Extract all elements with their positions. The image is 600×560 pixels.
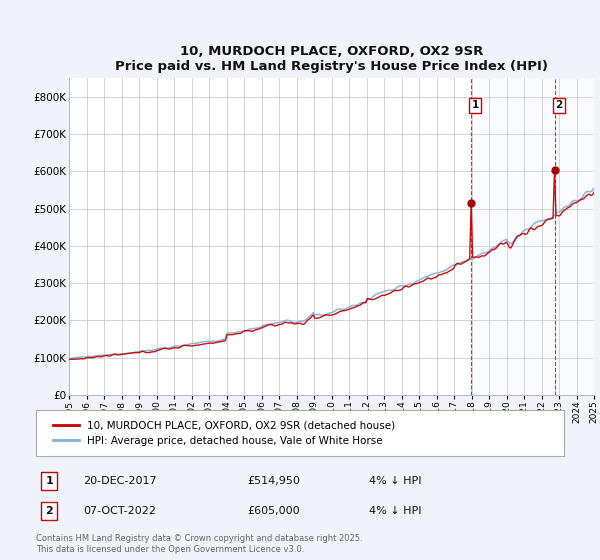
Text: 4% ↓ HPI: 4% ↓ HPI <box>368 476 421 486</box>
Title: 10, MURDOCH PLACE, OXFORD, OX2 9SR
Price paid vs. HM Land Registry's House Price: 10, MURDOCH PLACE, OXFORD, OX2 9SR Price… <box>115 45 548 73</box>
Text: 1: 1 <box>472 100 479 110</box>
Legend: 10, MURDOCH PLACE, OXFORD, OX2 9SR (detached house), HPI: Average price, detache: 10, MURDOCH PLACE, OXFORD, OX2 9SR (deta… <box>46 414 401 452</box>
Bar <box>471 78 594 395</box>
Text: Contains HM Land Registry data © Crown copyright and database right 2025.
This d: Contains HM Land Registry data © Crown c… <box>36 534 362 554</box>
Text: 2: 2 <box>556 100 563 110</box>
Text: £605,000: £605,000 <box>247 506 300 516</box>
Text: 20-DEC-2017: 20-DEC-2017 <box>83 476 157 486</box>
Text: 2: 2 <box>46 506 53 516</box>
Text: 1: 1 <box>46 476 53 486</box>
Text: 07-OCT-2022: 07-OCT-2022 <box>83 506 157 516</box>
Text: 4% ↓ HPI: 4% ↓ HPI <box>368 506 421 516</box>
Text: £514,950: £514,950 <box>247 476 300 486</box>
